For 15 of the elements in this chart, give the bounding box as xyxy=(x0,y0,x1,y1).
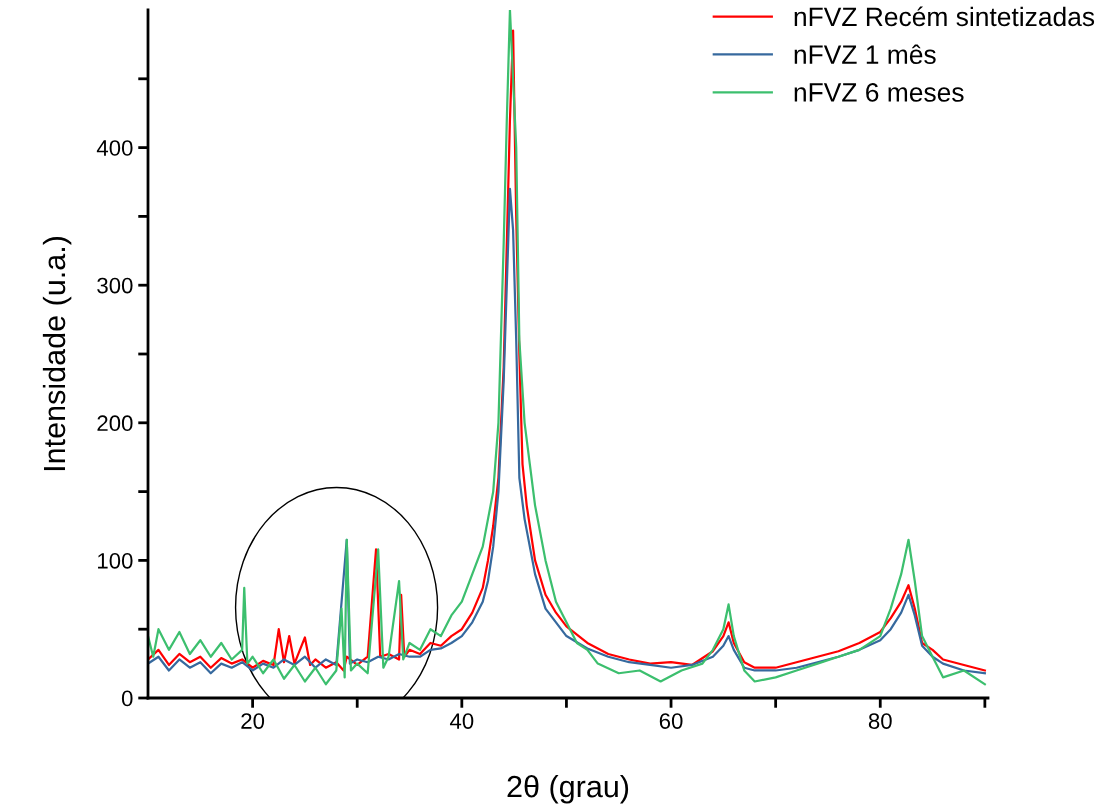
legend-label: nFVZ 6 meses xyxy=(794,83,964,102)
legend-label: nFVZ Recém sintetizadas xyxy=(794,6,1095,27)
y-tick-label: 100 xyxy=(98,552,133,569)
y-tick-label: 300 xyxy=(97,277,133,294)
line-series xyxy=(148,187,986,675)
y-tick-label: 0 xyxy=(121,690,133,707)
x-axis-title: 2θ (grau) xyxy=(507,774,629,804)
y-axis-title: Intensidade (u.a.) xyxy=(42,236,72,471)
y-tick-label: 200 xyxy=(97,415,133,432)
x-tick-label: 60 xyxy=(659,713,683,729)
x-tick-label: 80 xyxy=(868,713,892,729)
x-tick-label: 20 xyxy=(241,713,265,729)
y-tick-label: 400 xyxy=(96,140,133,156)
legend-label: nFVZ 1 mês xyxy=(794,44,936,64)
x-tick-label: 40 xyxy=(449,713,474,729)
